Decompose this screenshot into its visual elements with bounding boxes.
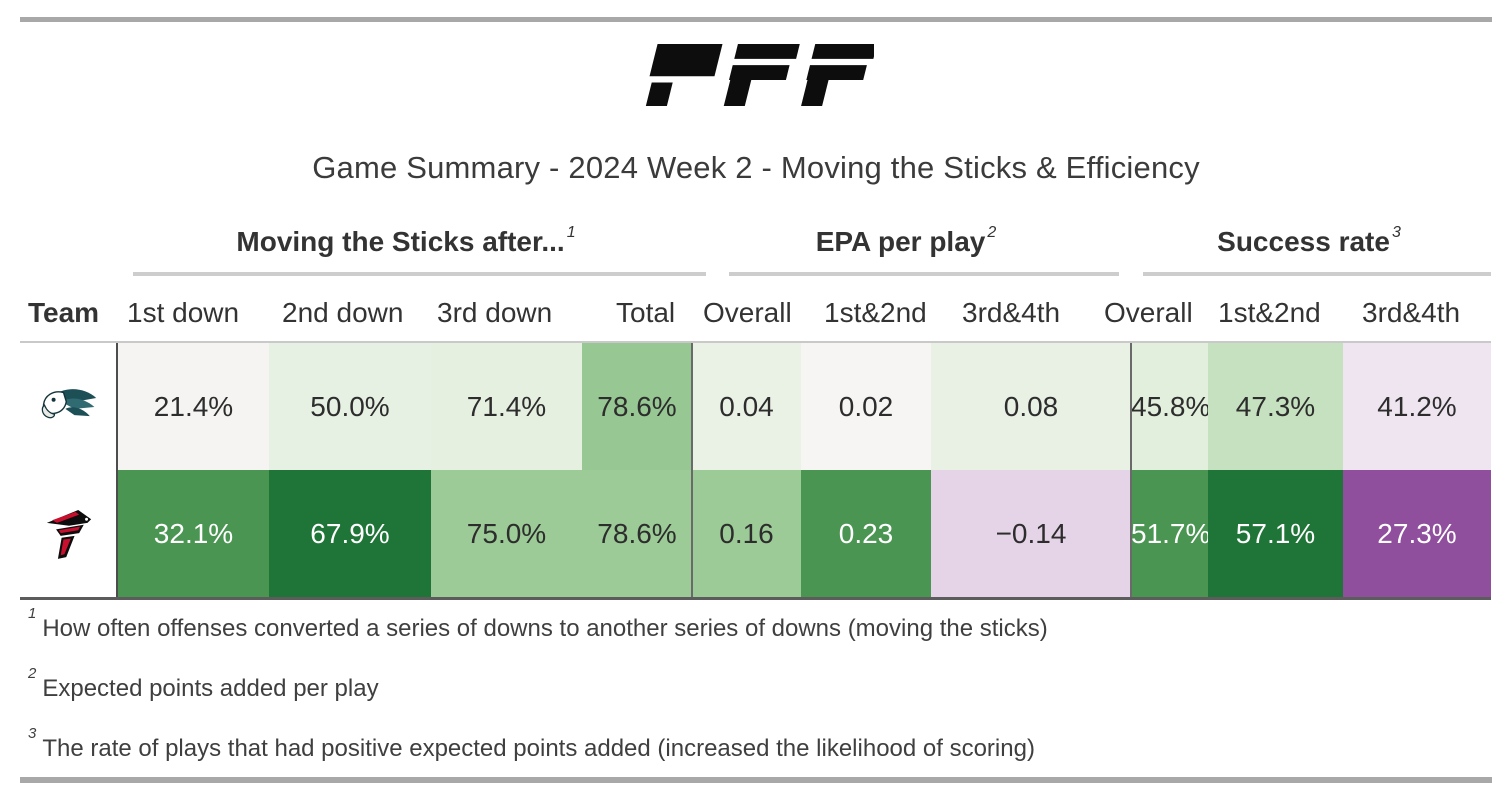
table-bottom-line	[20, 597, 1491, 600]
cell-eagles-sr-1st2nd: 47.3%	[1208, 343, 1343, 470]
group-header-success-rate: Success rate 3	[1217, 223, 1401, 257]
column-header-3rd-down: 3rd down	[437, 297, 553, 328]
footnote-marker-1: 1	[566, 223, 576, 241]
cell-eagles-epa-3rd4th: 0.08	[931, 343, 1131, 470]
column-header-sr-1st2nd: 1st&2nd	[1218, 297, 1321, 328]
column-header-epa-3rd4th: 3rd&4th	[962, 297, 1061, 328]
top-divider-bar	[20, 17, 1492, 22]
footnote-marker-3: 3	[1391, 223, 1401, 241]
group-underline-success-rate	[1143, 272, 1491, 276]
cell-falcons-sr-overall: 51.7%	[1131, 470, 1210, 597]
cell-falcons-total: 78.6%	[582, 470, 692, 597]
cell-eagles-epa-1st2nd: 0.02	[801, 343, 931, 470]
cell-falcons-3rd-down: 75.0%	[431, 470, 582, 597]
pff-logo-icon	[645, 44, 877, 106]
group-header-epa-per-play: EPA per play 2	[815, 223, 997, 257]
cell-falcons-epa-3rd4th: −0.14	[931, 470, 1131, 597]
pff-logo	[0, 44, 1512, 111]
group-header-moving-the-sticks: Moving the Sticks after... 1	[236, 223, 576, 257]
cell-eagles-2nd-down: 50.0%	[269, 343, 431, 470]
group-underline-moving-the-sticks	[133, 272, 706, 276]
cell-eagles-epa-overall: 0.04	[692, 343, 801, 470]
group-underline-epa-per-play	[729, 272, 1119, 276]
divider-team-data	[116, 343, 118, 597]
column-header-sr-overall: Overall	[1104, 297, 1193, 328]
cell-eagles-3rd-down: 71.4%	[431, 343, 582, 470]
footnote-2: 2 Expected points added per play	[28, 665, 1478, 703]
cell-eagles-total: 78.6%	[582, 343, 692, 470]
column-header-team: Team	[28, 297, 100, 328]
falcons-logo-icon	[46, 509, 92, 559]
footnote-1-text: How often offenses converted a series of…	[42, 615, 1048, 642]
column-header-2nd-down: 2nd down	[282, 297, 404, 328]
footnote-1-marker: 1	[28, 605, 37, 622]
column-header-epa-overall: Overall	[703, 297, 792, 328]
footnote-1: 1 How often offenses converted a series o…	[28, 605, 1478, 643]
footnote-2-text: Expected points added per play	[42, 675, 379, 702]
cell-falcons-epa-1st2nd: 0.23	[801, 470, 931, 597]
divider-epa-success	[1130, 343, 1132, 597]
bottom-divider-bar	[20, 777, 1492, 783]
column-header-sr-3rd4th: 3rd&4th	[1362, 297, 1461, 328]
cell-falcons-sr-3rd4th: 27.3%	[1343, 470, 1491, 597]
footnote-3: 3 The rate of plays that had positive exp…	[28, 725, 1478, 763]
footnote-marker-2: 2	[987, 223, 997, 241]
cell-eagles-sr-3rd4th: 41.2%	[1343, 343, 1491, 470]
divider-sticks-epa	[691, 343, 693, 597]
cell-eagles-1st-down: 21.4%	[118, 343, 269, 470]
column-header-1st-down: 1st down	[127, 297, 240, 328]
column-header-total: Total	[616, 297, 676, 328]
footnote-3-text: The rate of plays that had positive expe…	[42, 735, 1035, 762]
page-title: Game Summary - 2024 Week 2 - Moving the …	[312, 150, 1200, 185]
column-header-epa-1st2nd: 1st&2nd	[824, 297, 927, 328]
cell-falcons-epa-overall: 0.16	[692, 470, 801, 597]
cell-eagles-sr-overall: 45.8%	[1131, 343, 1210, 470]
cell-falcons-sr-1st2nd: 57.1%	[1208, 470, 1343, 597]
team-cell-falcons	[20, 470, 118, 597]
team-cell-eagles	[20, 343, 118, 471]
eagles-logo-icon	[41, 388, 97, 418]
footnote-2-marker: 2	[28, 665, 37, 682]
cell-falcons-1st-down: 32.1%	[118, 470, 269, 597]
cell-falcons-2nd-down: 67.9%	[269, 470, 431, 597]
header-divider-line	[20, 341, 1491, 343]
footnote-3-marker: 3	[28, 725, 37, 742]
